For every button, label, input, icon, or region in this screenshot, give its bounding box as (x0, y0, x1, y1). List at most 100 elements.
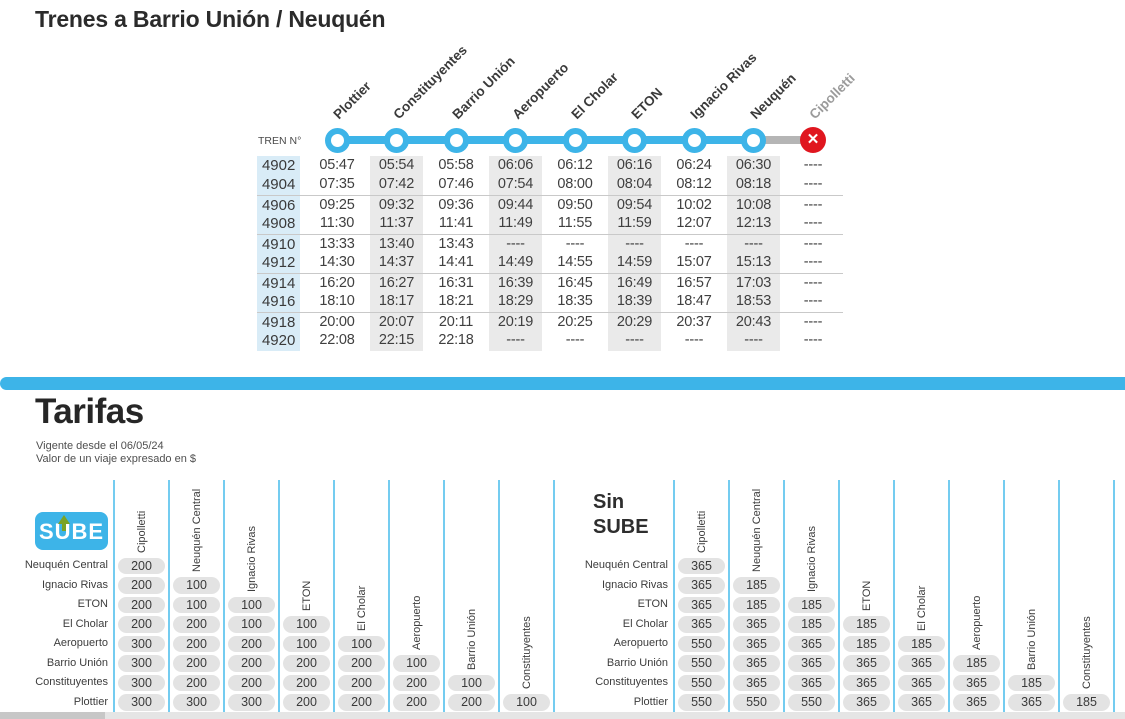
fare-value-pill: 365 (898, 694, 945, 711)
fare-value-pill: 200 (228, 635, 275, 652)
time-cell: ---- (724, 234, 784, 253)
fare-row-label: Constituyentes (35, 676, 108, 688)
fare-value-pill: 185 (843, 635, 890, 652)
route-line-active (337, 136, 754, 144)
fare-row-label: Plottier (633, 695, 668, 708)
train-number-cell: 4912 (257, 253, 307, 273)
train-number-cell: 4916 (257, 292, 307, 312)
fare-value-pill: 100 (228, 616, 275, 633)
time-cell: ---- (803, 274, 823, 291)
fare-value-pill: 300 (118, 674, 165, 691)
time-cell: 18:47 (676, 293, 712, 309)
fare-value-pill: 200 (283, 674, 330, 691)
fare-value-pill: 200 (228, 655, 275, 672)
station-label: El Cholar (568, 69, 621, 122)
fare-value-pill: 185 (843, 616, 890, 633)
sube-arrow-icon (58, 515, 70, 524)
fare-value-pill: 365 (733, 674, 780, 691)
time-cell: 06:16 (605, 155, 665, 175)
fare-value-pill: 365 (843, 674, 890, 691)
train-number-cell: 4918 (257, 312, 307, 331)
time-cell: 06:12 (557, 156, 593, 173)
time-cell: 14:41 (438, 254, 474, 270)
time-cell: 20:19 (486, 312, 546, 331)
time-cell: ---- (486, 331, 546, 351)
time-cell: 16:49 (605, 273, 665, 292)
horizontal-scrollbar-track[interactable] (0, 712, 1125, 719)
fare-row-label: ETON (77, 598, 108, 610)
time-cell: 20:07 (367, 312, 427, 331)
fare-value-pill: 365 (843, 655, 890, 672)
fare-column-header: Ignacio Rivas (805, 525, 818, 592)
time-cell: 09:54 (605, 195, 665, 214)
time-cell: 05:54 (367, 155, 427, 175)
fare-value-pill: 365 (788, 635, 835, 652)
fare-column-separator (728, 480, 730, 712)
time-cell: 14:49 (486, 253, 546, 273)
time-cell: ---- (605, 234, 665, 253)
time-cell: 22:08 (319, 332, 355, 348)
fare-column-header: Neuquén Central (190, 488, 203, 572)
fare-value-pill: 200 (283, 694, 330, 711)
fare-column-separator (388, 480, 390, 712)
fare-value-pill: 365 (678, 596, 725, 613)
fare-row-label: Aeropuerto (53, 637, 108, 649)
fare-value-pill: 100 (173, 577, 220, 594)
station-label: ETON (627, 85, 665, 122)
station-dot (324, 127, 350, 153)
station-label: Cipolletti (806, 70, 858, 122)
fare-column-separator (948, 480, 950, 712)
time-cell: 11:59 (605, 214, 665, 234)
time-cell: 09:36 (438, 196, 474, 213)
timetable-row: 4918 20:00 20:07 20:11 20:19 20:25 20:29 20:37 2… (257, 311, 843, 331)
fare-value-pill: 200 (173, 616, 220, 633)
timetable-row: 4920 22:08 22:15 22:18 ---- ---- ---- ---- ---- -… (257, 331, 843, 351)
fare-value-pill: 365 (788, 674, 835, 691)
station-label: Neuquén (746, 70, 799, 122)
time-cell: 09:25 (319, 196, 355, 213)
time-cell: 13:33 (319, 235, 355, 252)
time-cell: 18:53 (724, 292, 784, 312)
time-cell: ---- (803, 156, 823, 173)
time-cell: 14:55 (557, 254, 593, 270)
time-cell: 18:21 (438, 293, 474, 309)
time-cell: 12:07 (676, 215, 712, 231)
fare-value-pill: 550 (678, 635, 725, 652)
time-cell: ---- (724, 331, 784, 351)
fare-value-pill: 200 (118, 557, 165, 574)
time-cell: 18:29 (486, 292, 546, 312)
train-number-cell: 4902 (257, 155, 307, 175)
time-cell: 16:31 (438, 274, 474, 291)
fare-row-label: Neuquén Central (24, 559, 108, 571)
fare-value-pill: 185 (953, 655, 1000, 672)
time-cell: 17:03 (724, 273, 784, 292)
time-cell: 15:07 (676, 254, 712, 270)
timetable-row: 4906 09:25 09:32 09:36 09:44 09:50 09:54 10:02 1… (257, 194, 843, 214)
horizontal-scrollbar-thumb[interactable] (0, 712, 105, 719)
fare-column-separator (333, 480, 335, 712)
time-cell: 07:46 (438, 176, 474, 192)
station-dot (503, 127, 528, 153)
fare-column-separator (1058, 480, 1060, 712)
time-cell: ---- (803, 254, 823, 270)
time-cell: 09:32 (367, 195, 427, 214)
fare-column-header: Aeropuerto (970, 595, 983, 650)
fare-value-pill: 300 (173, 694, 220, 711)
fare-value-pill: 200 (118, 596, 165, 613)
fare-value-pill: 200 (118, 616, 165, 633)
sin-sube-label-line2: SUBE (593, 516, 649, 538)
fare-column-header: Cipolletti (135, 510, 148, 553)
time-cell: ---- (486, 234, 546, 253)
fare-value-pill: 365 (788, 655, 835, 672)
fare-value-pill: 200 (118, 577, 165, 594)
station-dot (384, 127, 409, 153)
route-line-suspended (753, 136, 813, 144)
time-cell: 12:13 (724, 214, 784, 234)
time-cell: 06:06 (486, 155, 546, 175)
fare-value-pill: 365 (953, 674, 1000, 691)
tarifas-valid-from-note: Vigente desde el 06/05/24 (36, 440, 164, 452)
fare-value-pill: 185 (1063, 694, 1110, 711)
station-dot (741, 127, 766, 153)
fare-column-header: Cipolletti (695, 510, 708, 553)
